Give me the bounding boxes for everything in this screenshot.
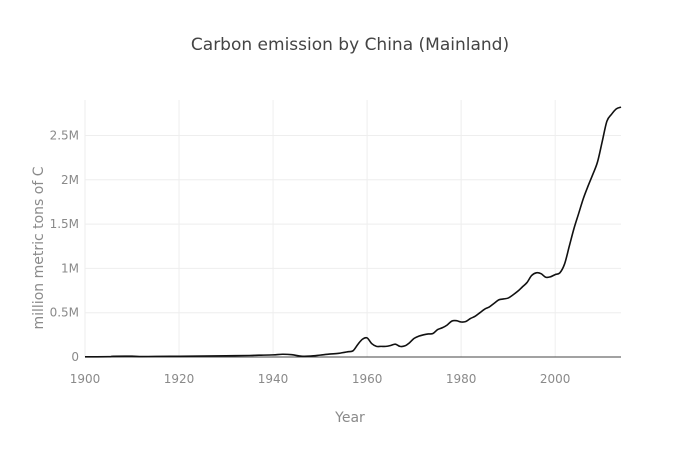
gridlines — [84, 100, 621, 357]
y-tick-label-5: 2.5M — [50, 128, 79, 142]
series-line-0 — [84, 106, 622, 358]
y-tick-label-2: 1M — [61, 261, 79, 275]
y-tick-label-0: 0 — [71, 350, 79, 364]
x-tick-label-2000: 2000 — [540, 372, 571, 386]
x-tick-label-1960: 1960 — [352, 372, 383, 386]
y-tick-label-4: 2M — [61, 173, 79, 187]
x-axis-label: Year — [334, 410, 365, 426]
series-layer — [84, 106, 622, 358]
x-tick-label-1980: 1980 — [446, 372, 477, 386]
y-axis-ticks: 0 0.5M 1M 1.5M 2M 2.5M — [50, 128, 79, 364]
y-tick-label-1: 0.5M — [50, 306, 79, 320]
x-axis-ticks: 1900 1920 1940 1960 1980 2000 — [70, 372, 571, 386]
y-axis-label: million metric tons of C — [31, 166, 47, 329]
x-tick-label-1940: 1940 — [258, 372, 289, 386]
chart-title: Carbon emission by China (Mainland) — [191, 35, 509, 55]
x-tick-label-1920: 1920 — [164, 372, 195, 386]
x-tick-label-1900: 1900 — [70, 372, 101, 386]
y-tick-label-3: 1.5M — [50, 217, 79, 231]
